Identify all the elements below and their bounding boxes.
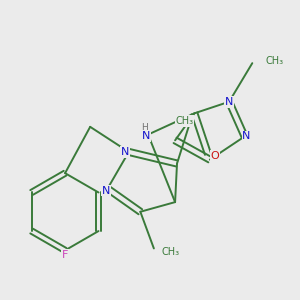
Text: N: N <box>101 185 110 196</box>
Text: CH₃: CH₃ <box>266 56 284 66</box>
Text: N: N <box>225 97 233 107</box>
Text: N: N <box>142 131 150 142</box>
Text: H: H <box>142 123 148 132</box>
Text: N: N <box>242 131 251 142</box>
Text: CH₃: CH₃ <box>176 116 194 126</box>
Text: O: O <box>211 151 219 161</box>
Text: F: F <box>62 250 68 260</box>
Text: CH₃: CH₃ <box>162 247 180 257</box>
Text: N: N <box>121 147 129 157</box>
